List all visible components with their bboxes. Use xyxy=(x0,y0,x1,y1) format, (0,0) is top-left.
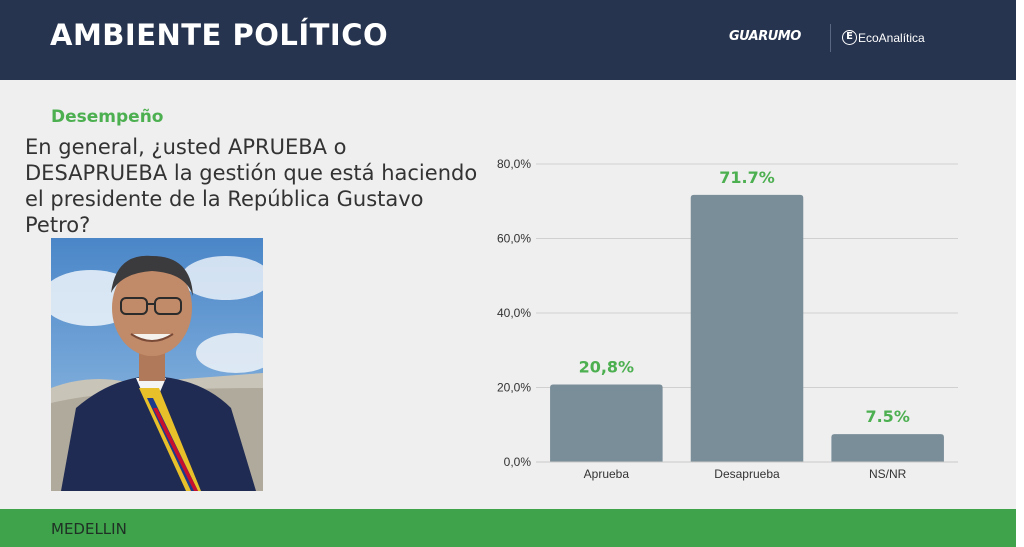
data-label: 7.5% xyxy=(865,407,909,426)
right-edge xyxy=(1016,0,1024,547)
x-tick-label: NS/NR xyxy=(869,467,907,481)
ecoanalitica-logo-icon: E xyxy=(842,30,857,45)
ecoanalitica-logo: EcoAnalítica xyxy=(858,31,925,45)
y-tick-label: 20,0% xyxy=(497,381,531,395)
y-tick-label: 60,0% xyxy=(497,232,531,246)
page-title: AMBIENTE POLÍTICO xyxy=(50,18,389,52)
approval-bar-chart: 0,0% 20,0% 40,0% 60,0% 80,0% 20,8% Aprueba 71.… xyxy=(497,157,958,481)
bar-aprueba xyxy=(550,384,663,462)
y-tick-label: 0,0% xyxy=(504,455,532,469)
president-photo xyxy=(51,238,263,491)
y-tick-label: 80,0% xyxy=(497,157,531,171)
x-tick-label: Desaprueba xyxy=(714,467,780,481)
survey-question: En general, ¿usted APRUEBA o DESAPRUEBA … xyxy=(25,135,478,237)
x-tick-label: Aprueba xyxy=(584,467,630,481)
bar-desaprueba xyxy=(690,194,804,463)
footer-city-label: MEDELLIN xyxy=(51,520,127,538)
chart-bars: 20,8% Aprueba 71.7% Desaprueba 7.5% NS/NR xyxy=(550,168,944,481)
bar-ns-nr xyxy=(831,434,944,462)
header-bar: AMBIENTE POLÍTICO GUARUMO E EcoAnalítica xyxy=(0,0,1016,80)
guarumo-logo: GUARUMO xyxy=(729,29,801,44)
data-label: 20,8% xyxy=(579,358,635,377)
brand-divider xyxy=(830,24,831,52)
data-label: 71.7% xyxy=(719,168,775,187)
section-label: Desempeño xyxy=(51,107,164,127)
footer-bar: MEDELLIN xyxy=(0,509,1016,547)
y-tick-label: 40,0% xyxy=(497,306,531,320)
